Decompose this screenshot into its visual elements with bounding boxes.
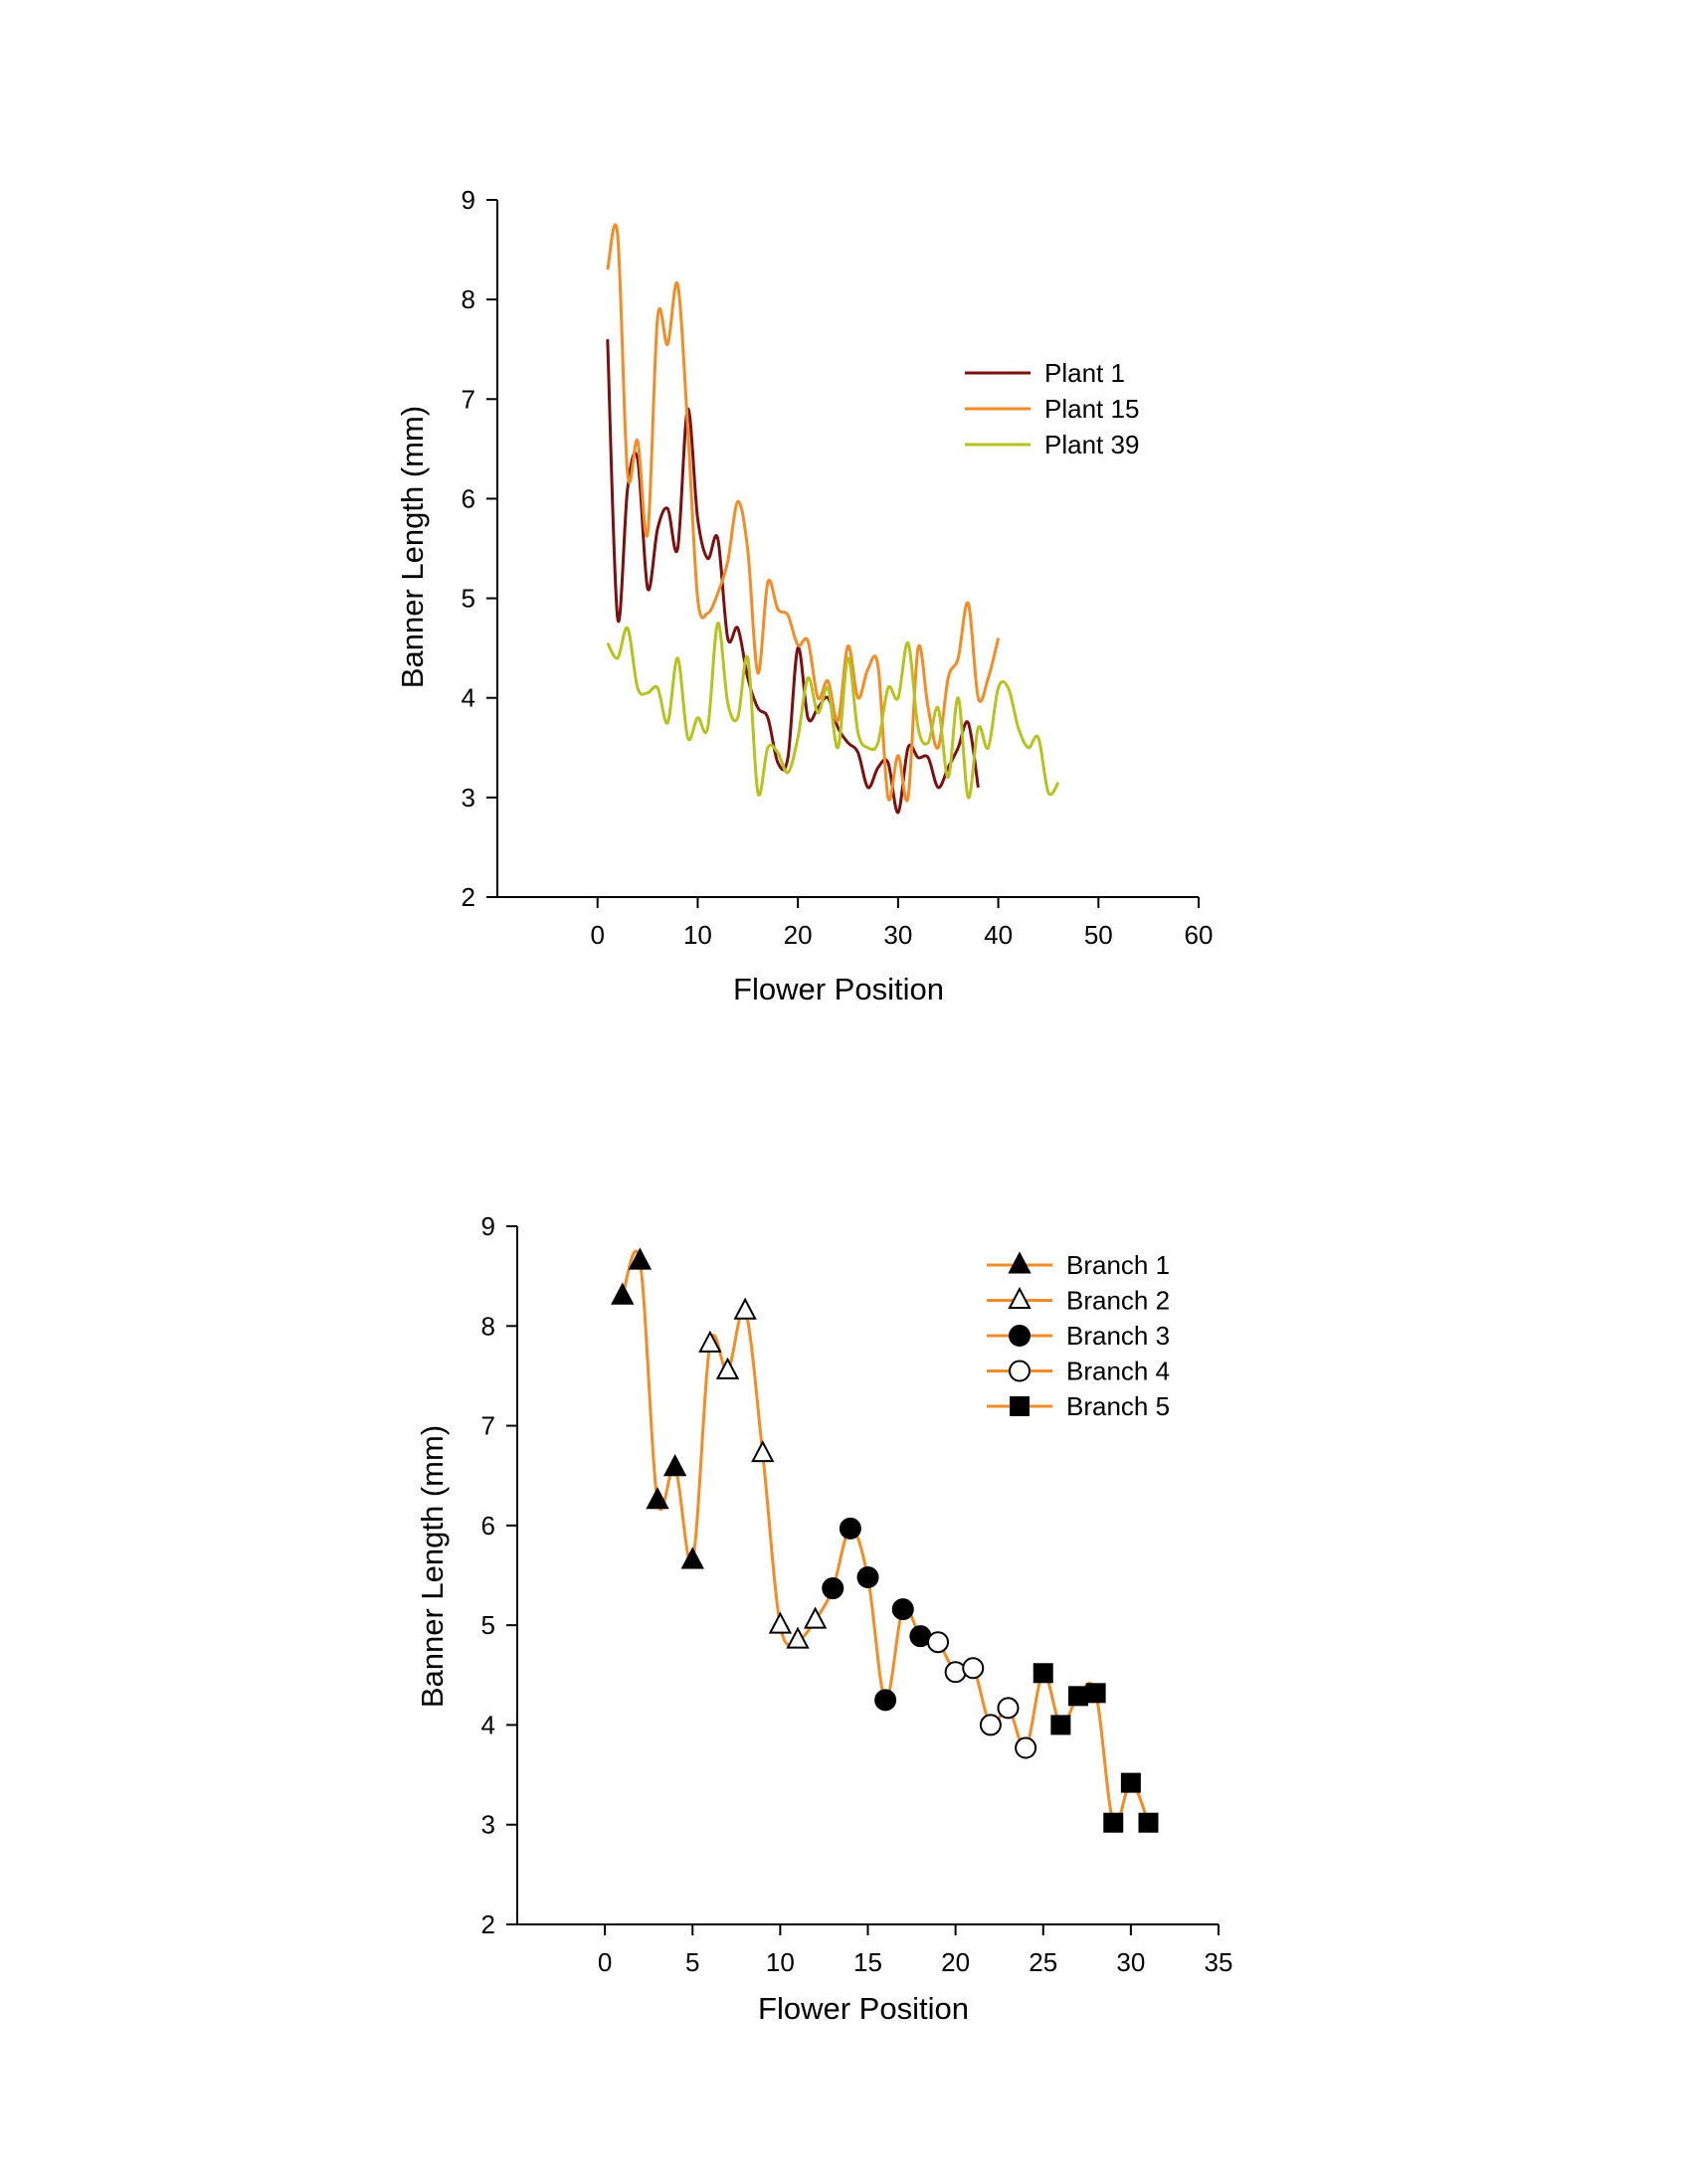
series-line-plant-39: [606, 622, 1060, 800]
y-tick-label: 7: [462, 384, 475, 414]
legend-label: Branch 5: [1066, 1391, 1170, 1421]
filled-triangle-marker: [628, 1247, 653, 1270]
y-tick-label: 8: [462, 284, 475, 314]
series-lines: [606, 223, 1060, 815]
open-circle-marker: [1015, 1736, 1037, 1759]
data-markers: [611, 1247, 1159, 1833]
filled-triangle-marker: [646, 1487, 669, 1510]
filled-circle-marker: [874, 1689, 897, 1712]
x-tick-label: 20: [784, 920, 813, 950]
legend-label: Branch 1: [1066, 1250, 1170, 1280]
legend-label: Plant 15: [1044, 394, 1139, 424]
x-tick-label: 25: [1029, 1947, 1057, 1977]
y-tick-label: 3: [481, 1810, 495, 1840]
open-triangle-marker: [803, 1606, 828, 1629]
x-tick-label: 35: [1205, 1947, 1233, 1977]
series-line-plant-1: [606, 339, 980, 815]
filled-circle-marker: [856, 1566, 879, 1589]
filled-triangle-marker: [680, 1547, 704, 1569]
legend: Plant 1 Plant 15 Plant 39: [965, 358, 1139, 459]
open-triangle-marker: [1008, 1286, 1032, 1309]
filled-square-marker: [1033, 1663, 1053, 1684]
open-circle-marker: [979, 1714, 1002, 1736]
x-tick-label: 40: [984, 920, 1013, 950]
y-tick-label: 4: [481, 1710, 495, 1739]
x-tick-label: 20: [941, 1947, 970, 1977]
plot-area: [611, 1247, 1159, 1833]
filled-square-marker: [1085, 1683, 1106, 1704]
axes: 2 3 4 5 6 7 8 9 0 10 20 30 40 50 60: [462, 185, 1214, 950]
x-axis-title: Flower Position: [758, 1991, 969, 2026]
y-tick-label: 2: [462, 882, 475, 912]
legend-label: Plant 1: [1044, 358, 1125, 388]
x-tick-label: 30: [883, 920, 912, 950]
y-tick-label: 2: [481, 1910, 495, 1939]
y-tick-label: 3: [462, 783, 475, 813]
filled-triangle-marker: [611, 1282, 635, 1305]
x-tick-label: 60: [1185, 920, 1214, 950]
open-triangle-marker: [786, 1626, 810, 1649]
filled-square-marker: [1103, 1812, 1124, 1833]
x-tick-label: 0: [590, 920, 604, 950]
open-circle-marker: [944, 1661, 967, 1684]
x-tick-label: 10: [683, 920, 712, 950]
filled-square-marker: [1050, 1715, 1071, 1735]
open-circle-marker: [997, 1697, 1020, 1720]
x-tick-label: 30: [1116, 1947, 1145, 1977]
filled-square-marker: [1010, 1396, 1030, 1416]
filled-square-marker: [1138, 1812, 1159, 1833]
y-tick-label: 5: [481, 1610, 495, 1640]
filled-triangle-marker: [1008, 1251, 1032, 1274]
filled-triangle-marker: [662, 1454, 687, 1477]
filled-square-marker: [1120, 1772, 1141, 1793]
open-triangle-marker: [768, 1611, 793, 1634]
y-tick-label: 6: [481, 1511, 495, 1541]
y-tick-label: 7: [481, 1411, 495, 1441]
open-circle-marker: [962, 1657, 985, 1680]
y-tick-label: 5: [462, 584, 475, 614]
legend-label: Branch 2: [1066, 1286, 1170, 1316]
open-triangle-marker: [715, 1357, 740, 1379]
open-circle-marker: [1009, 1360, 1031, 1382]
x-axis-title: Flower Position: [733, 972, 944, 1006]
y-tick-label: 9: [462, 185, 475, 215]
x-tick-label: 15: [853, 1947, 882, 1977]
filled-circle-marker: [839, 1517, 861, 1540]
legend-label: Branch 3: [1066, 1321, 1170, 1351]
filled-circle-marker: [1009, 1325, 1031, 1347]
open-triangle-marker: [733, 1297, 757, 1320]
y-tick-label: 8: [481, 1311, 495, 1341]
legend: Branch 1 Branch 2 Branch 3 Branch 4 Branch 5: [987, 1250, 1170, 1421]
open-triangle-marker: [698, 1330, 722, 1353]
x-tick-label: 10: [766, 1947, 795, 1977]
x-tick-label: 50: [1084, 920, 1113, 950]
filled-circle-marker: [891, 1598, 914, 1621]
y-tick-label: 6: [462, 483, 475, 513]
plot-area: [606, 223, 1060, 815]
axes: 2 3 4 5 6 7 8 9 0 5 10 15 20 25 30 35: [481, 1211, 1233, 1977]
y-tick-label: 4: [462, 683, 475, 713]
y-axis-title: Banner Length (mm): [415, 1425, 450, 1708]
legend-label: Plant 39: [1044, 430, 1139, 459]
series-line-plant-15: [606, 223, 1001, 803]
open-circle-marker: [927, 1631, 949, 1654]
open-triangle-marker: [751, 1440, 775, 1463]
x-tick-label: 5: [685, 1947, 699, 1977]
filled-square-marker: [1068, 1686, 1088, 1707]
y-tick-label: 9: [481, 1211, 495, 1241]
legend-label: Branch 4: [1066, 1357, 1170, 1386]
x-tick-label: 0: [598, 1947, 612, 1977]
filled-circle-marker: [822, 1577, 845, 1600]
y-axis-title: Banner Length (mm): [395, 406, 430, 688]
